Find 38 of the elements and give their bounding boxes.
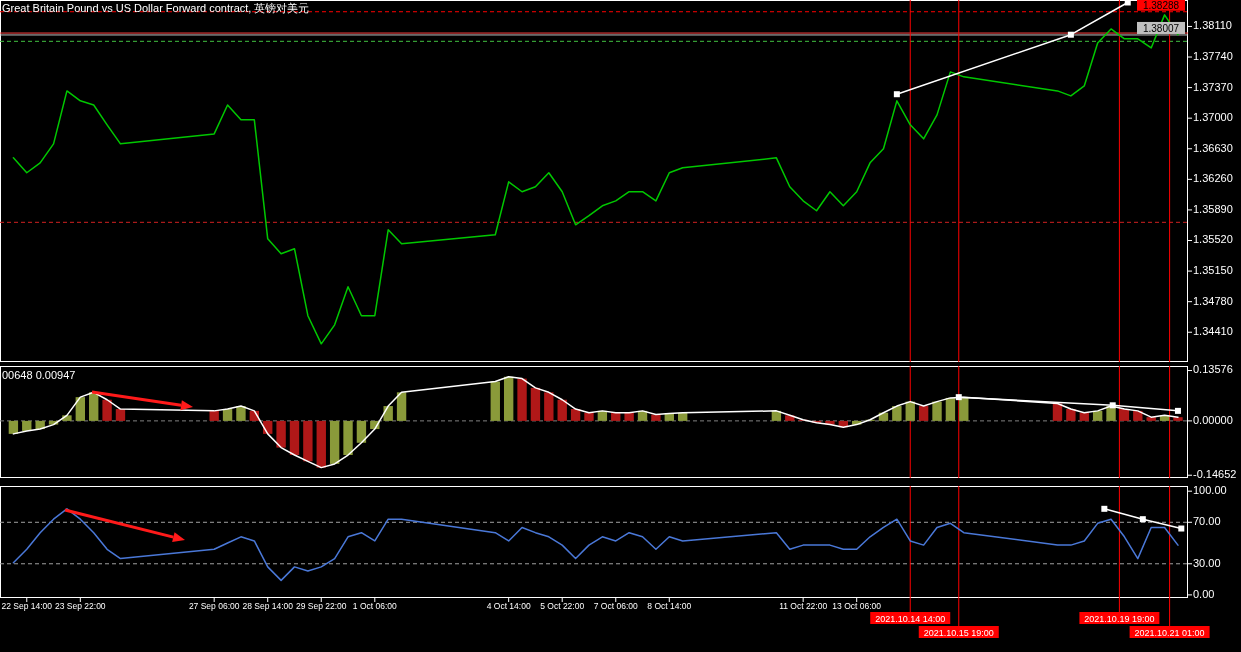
y-tick-label: 1.35520 — [1193, 233, 1233, 246]
y-tick-label: 1.37370 — [1193, 80, 1233, 93]
y-tick-label: 1.34410 — [1193, 325, 1233, 338]
ref-line-label: 2021.10.15 19:00 — [923, 627, 994, 638]
y-tick-label: 0.00 — [1193, 587, 1215, 600]
y-tick-label: 1.34780 — [1193, 294, 1233, 307]
x-tick-label: 4 Oct 14:00 — [486, 601, 531, 611]
annotation: 00648 0.00947 — [2, 369, 76, 381]
y-tick-label: 1.37740 — [1193, 49, 1233, 62]
y-tick-label: 1.37000 — [1193, 111, 1233, 124]
x-tick-label: 29 Sep 22:00 — [295, 601, 347, 611]
x-tick-label: 7 Oct 06:00 — [593, 601, 638, 611]
y-tick-label: 1.38110 — [1193, 19, 1232, 32]
x-tick-label: 11 Oct 22:00 — [779, 601, 828, 611]
x-tick-label: 28 Sep 14:00 — [242, 601, 294, 611]
x-tick-label: 8 Oct 14:00 — [647, 601, 692, 611]
x-tick-label: 23 Sep 22:00 — [55, 601, 106, 611]
y-tick-label: 30.00 — [1193, 556, 1221, 569]
x-tick-label: 22 Sep 14:00 — [1, 601, 53, 611]
ref-line-label: 1.38007 — [1142, 22, 1180, 34]
x-tick-label: 1 Oct 06:00 — [352, 601, 398, 611]
ref-line-label: 2021.10.19 19:00 — [1084, 613, 1155, 624]
y-tick-label: 100.00 — [1193, 484, 1227, 497]
y-tick-label: 0.00000 — [1193, 413, 1233, 426]
x-tick-label: 5 Oct 22:00 — [540, 601, 585, 611]
ref-line-label: 2021.10.21 01:00 — [1134, 627, 1205, 638]
ref-line-label: 2021.10.14 14:00 — [875, 613, 946, 624]
y-tick-label: 1.36630 — [1193, 141, 1233, 154]
y-tick-label: 1.35150 — [1193, 263, 1233, 276]
y-tick-label: 70.00 — [1193, 515, 1221, 528]
y-tick-label: 0.13576 — [1193, 363, 1233, 376]
x-tick-label: 27 Sep 06:00 — [188, 601, 240, 611]
ref-line-label: 1.38288 — [1142, 0, 1180, 11]
y-tick-label: 1.36260 — [1193, 172, 1233, 185]
chart-title: Great Britain Pound vs US Dollar Forward contract, 英镑对美元 — [2, 2, 310, 14]
x-tick-label: 13 Oct 06:00 — [832, 601, 882, 611]
y-tick-label: -0.14652 — [1193, 468, 1237, 481]
y-tick-label: 1.35890 — [1193, 202, 1233, 215]
